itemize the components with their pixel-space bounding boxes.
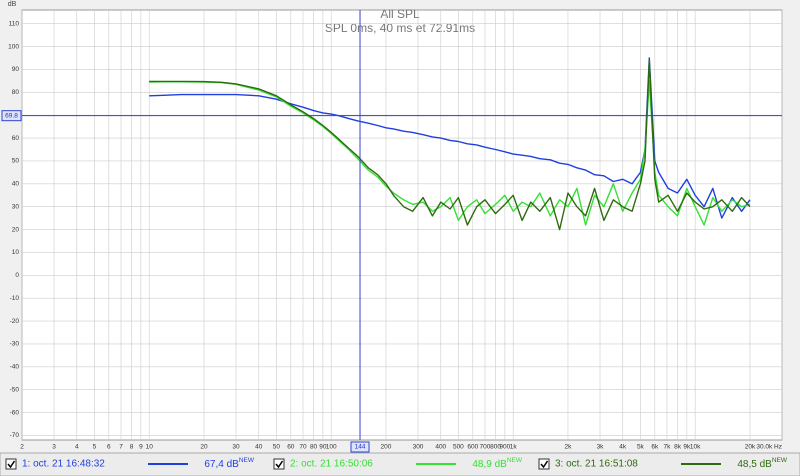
cursor-x-box [350, 441, 370, 453]
x-tick-label: 500 [453, 444, 464, 451]
x-tick-label: 800 [490, 444, 501, 451]
legend-checkbox [5, 458, 17, 470]
y-tick-label: -40 [10, 364, 20, 371]
legend-name: 1: oct. 21 16:48:32 [22, 459, 105, 470]
legend-level: 48,9 dBNEW [472, 457, 523, 470]
x-tick-label: 3k [597, 444, 605, 451]
y-tick-label: 80 [12, 89, 20, 96]
y-tick-label: 30 [12, 203, 20, 210]
x-tick-label: 900 [499, 444, 510, 451]
x-tick-label: 7k [664, 444, 672, 451]
checkmark [7, 460, 16, 469]
x-tick-label: 5k [637, 444, 645, 451]
x-tick-label: 700 [480, 444, 491, 451]
x-tick-label: 80 [310, 444, 318, 451]
x-tick-label: 2 [20, 444, 24, 451]
x-tick-label: 1k [510, 444, 518, 451]
legend-level: 67,4 dBNEW [204, 457, 255, 470]
legend-name: 3: oct. 21 16:51:08 [555, 459, 638, 470]
x-tick-label: 8 [130, 444, 134, 451]
legend-checkbox [538, 458, 550, 470]
x-tick-label: 600 [467, 444, 478, 451]
legend-badge: NEW [772, 457, 788, 464]
checkmark [540, 460, 549, 469]
y-tick-label: 40 [12, 181, 20, 188]
legend-checkbox [273, 458, 285, 470]
x-tick-label: 40 [255, 444, 263, 451]
x-tick-label: 200 [381, 444, 392, 451]
legend-badge: NEW [507, 457, 523, 464]
x-tick-label: 20k [745, 444, 756, 451]
x-tick-label: 8k [674, 444, 682, 451]
legend-name: 2: oct. 21 16:50:06 [290, 459, 373, 470]
y-tick-label: 110 [9, 20, 20, 27]
cursor-y-label: 69.8 [5, 112, 18, 119]
series-line [149, 59, 751, 231]
grid [21, 10, 783, 440]
cursor-y-box [1, 110, 22, 122]
x-tick-label: 60 [287, 444, 295, 451]
x-tick-label: 100 [326, 444, 337, 451]
x-tick-label: 4k [619, 444, 627, 451]
legend-bar [0, 452, 800, 476]
series-line [149, 57, 751, 219]
chart-title: All SPL [380, 7, 420, 21]
checkmark [275, 460, 284, 469]
x-tick-label: 7 [119, 444, 123, 451]
x-tick-label: 30 [232, 444, 240, 451]
series-line [149, 80, 751, 226]
y-tick-label: -10 [10, 295, 20, 302]
x-tick-label: 10k [690, 444, 701, 451]
x-tick-label: 4 [75, 444, 79, 451]
y-tick-label: -60 [10, 409, 20, 416]
x-tick-label: 90 [319, 444, 327, 451]
y-axis-label: dB [8, 1, 17, 8]
x-tick-label: 20 [200, 444, 208, 451]
y-tick-label: -50 [10, 386, 20, 393]
x-tick-label: 9k [683, 444, 691, 451]
x-tick-label: 6k [651, 444, 659, 451]
legend-level-value: 67,4 dB [204, 459, 239, 470]
y-tick-label: -70 [10, 432, 20, 439]
x-tick-label: 400 [435, 444, 446, 451]
x-tick-label: 3 [52, 444, 56, 451]
legend-badge: NEW [239, 457, 255, 464]
legend-level: 48,5 dBNEW [737, 457, 788, 470]
chart-subtitle: SPL 0ms, 40 ms et 72.91ms [325, 21, 475, 35]
y-tick-label: 60 [12, 135, 20, 142]
legend-level-value: 48,9 dB [472, 459, 507, 470]
x-tick-label: 300 [413, 444, 424, 451]
x-tick-label: 50 [273, 444, 281, 451]
cursor-x-label: 144 [355, 444, 366, 451]
y-tick-label: 20 [12, 226, 20, 233]
y-tick-label: 90 [12, 66, 20, 73]
y-tick-label: 10 [12, 249, 20, 256]
y-tick-label: -20 [10, 318, 20, 325]
y-tick-label: 100 [8, 43, 19, 50]
plot-area [21, 9, 783, 441]
x-tick-label: 10 [146, 444, 154, 451]
y-tick-label: 50 [12, 158, 20, 165]
y-tick-label: -30 [10, 341, 20, 348]
x-tick-label: 70 [299, 444, 307, 451]
x-tick-label: 2k [565, 444, 573, 451]
x-tick-label: 9 [139, 444, 143, 451]
x-tick-label: 6 [107, 444, 111, 451]
y-tick-label: 0 [15, 272, 19, 279]
x-tick-label: 30.0k Hz [756, 444, 782, 451]
legend-level-value: 48,5 dB [737, 459, 772, 470]
x-tick-label: 5 [93, 444, 97, 451]
